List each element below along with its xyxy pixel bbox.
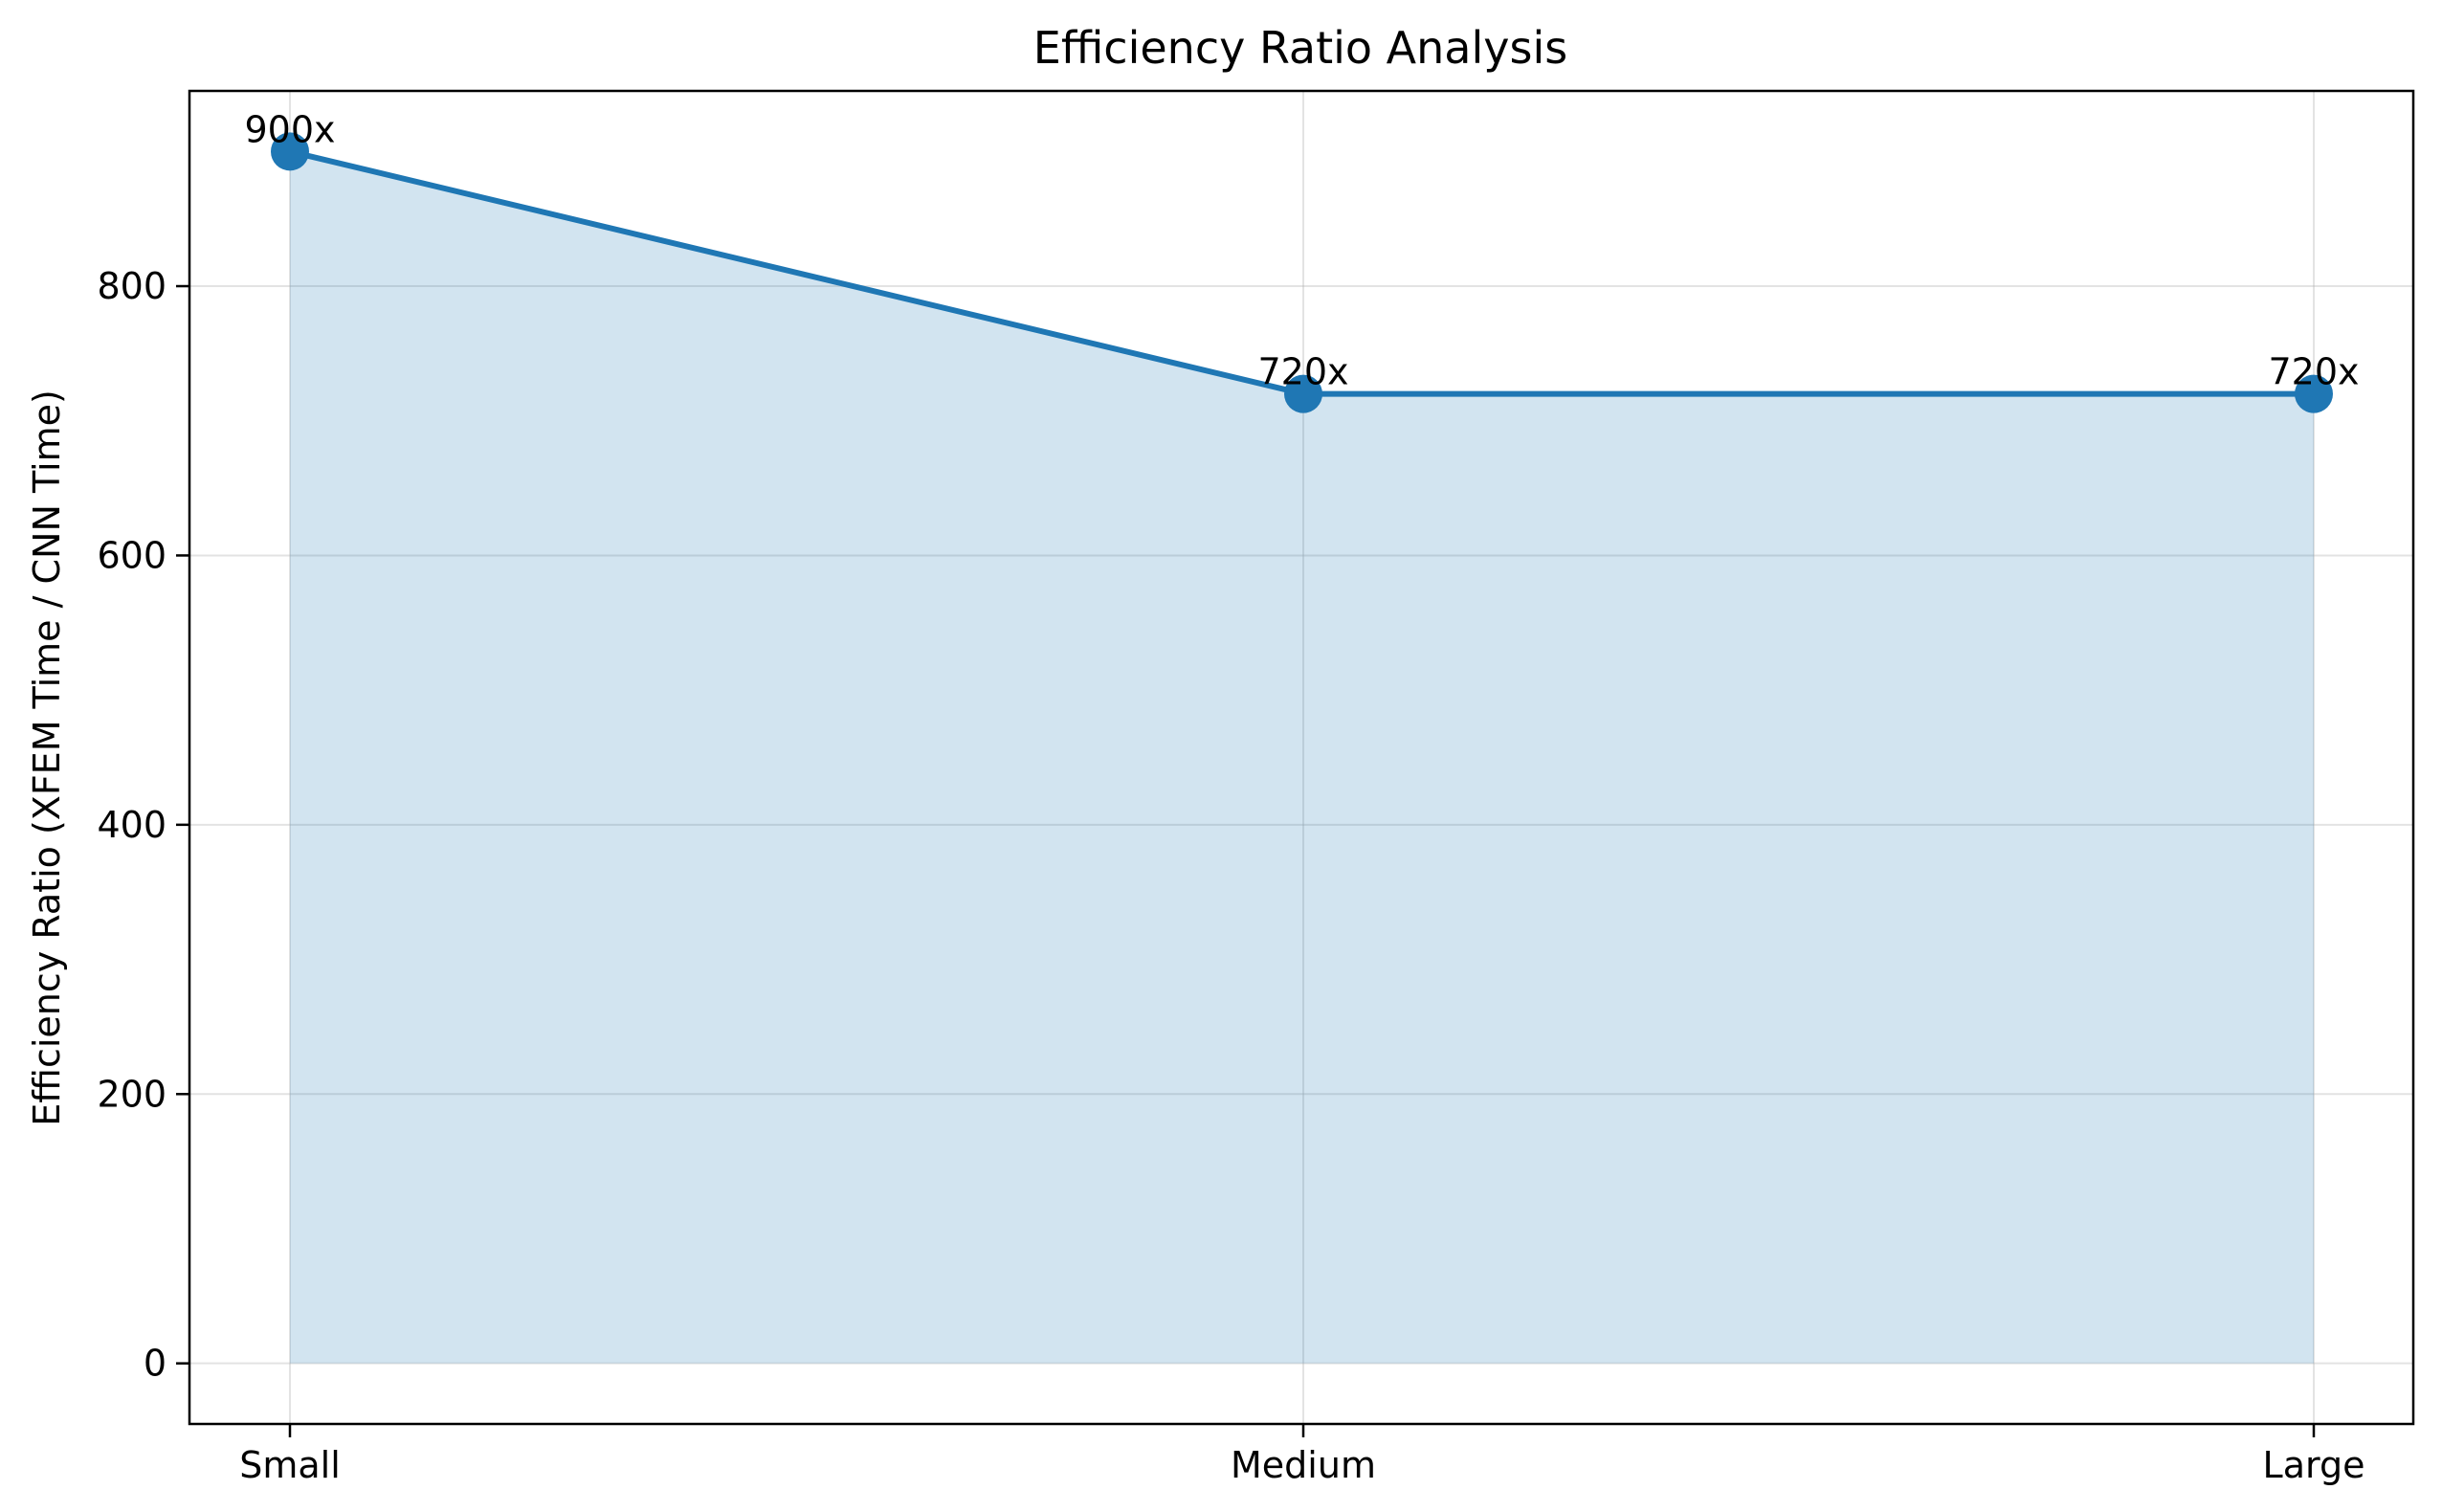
y-axis-label: Efficiency Ratio (XFEM Time / CNN Time) — [26, 389, 68, 1126]
data-point — [1284, 374, 1322, 413]
plot-frame — [188, 89, 2415, 1426]
x-axis-ticks: Small Medium Large — [239, 1424, 2364, 1486]
x-tick-label: Medium — [1231, 1444, 1376, 1486]
data-point — [271, 132, 309, 171]
x-tick-label: Small — [239, 1444, 341, 1486]
y-tick-label: 0 — [144, 1343, 166, 1385]
grid — [189, 91, 2413, 1424]
data-points — [271, 132, 2333, 413]
y-tick-label: 400 — [97, 804, 166, 846]
y-axis-ticks: 0 200 400 600 800 — [97, 265, 189, 1385]
data-point — [2295, 374, 2333, 413]
area-fill-group — [290, 151, 2314, 1364]
y-tick-label: 200 — [97, 1073, 166, 1115]
x-tick-label: Large — [2263, 1444, 2365, 1486]
data-label: 720x — [1257, 351, 1348, 393]
chart-title: Efficiency Ratio Analysis — [1033, 22, 1567, 74]
y-tick-label: 600 — [97, 534, 166, 576]
data-label: 720x — [2268, 351, 2359, 393]
data-label: 900x — [244, 108, 335, 150]
data-labels: 900x 720x 720x — [244, 108, 2359, 392]
area-fill — [290, 151, 2314, 1364]
y-tick-label: 800 — [97, 265, 166, 307]
